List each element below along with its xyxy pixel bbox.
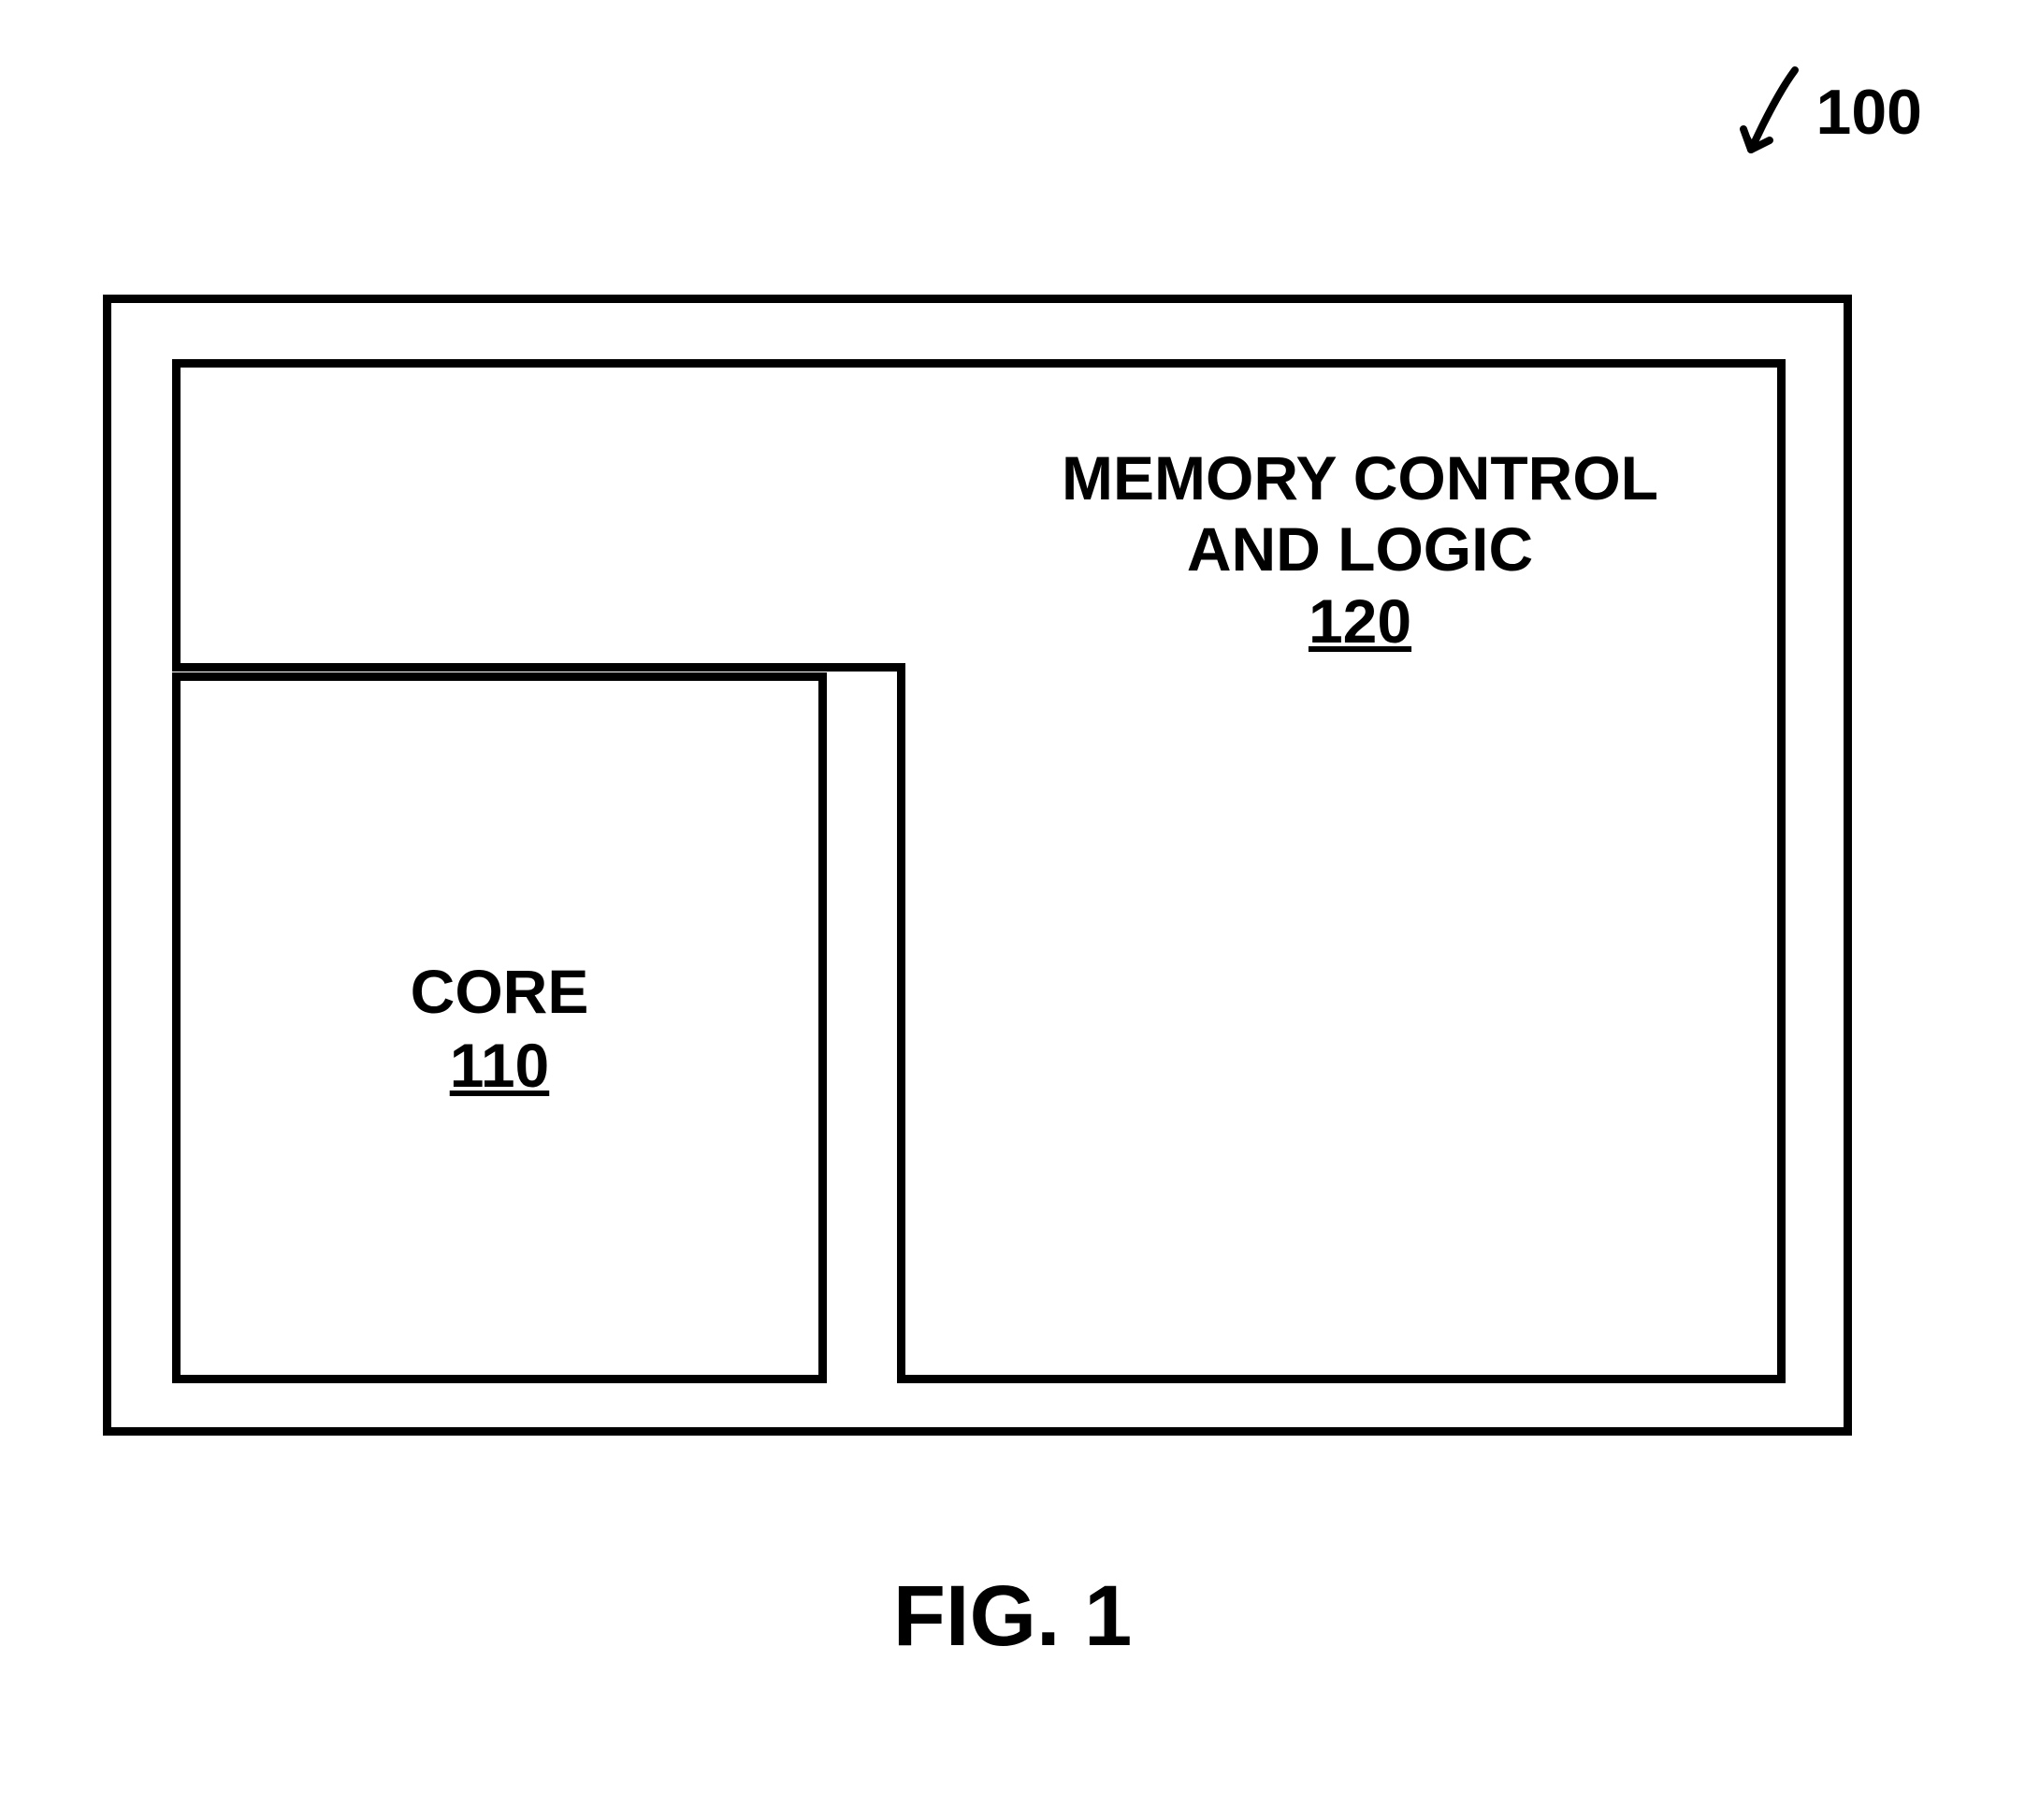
- reference-number: 100: [1816, 76, 1922, 149]
- reference-callout: 100: [1734, 56, 1922, 168]
- callout-arrow-icon: [1734, 56, 1809, 168]
- outer-container-box: MEMORY CONTROL AND LOGIC 120 CORE 110: [103, 295, 1852, 1436]
- core-number: 110: [450, 1030, 549, 1101]
- figure-caption: FIG. 1: [0, 1567, 2025, 1666]
- memory-label-line1: MEMORY CONTROL: [976, 443, 1743, 514]
- memory-control-label-group: MEMORY CONTROL AND LOGIC 120: [976, 443, 1743, 657]
- memory-label-line2: AND LOGIC: [976, 514, 1743, 585]
- core-box: CORE 110: [172, 672, 827, 1383]
- core-label: CORE: [411, 955, 589, 1029]
- memory-number: 120: [976, 585, 1743, 657]
